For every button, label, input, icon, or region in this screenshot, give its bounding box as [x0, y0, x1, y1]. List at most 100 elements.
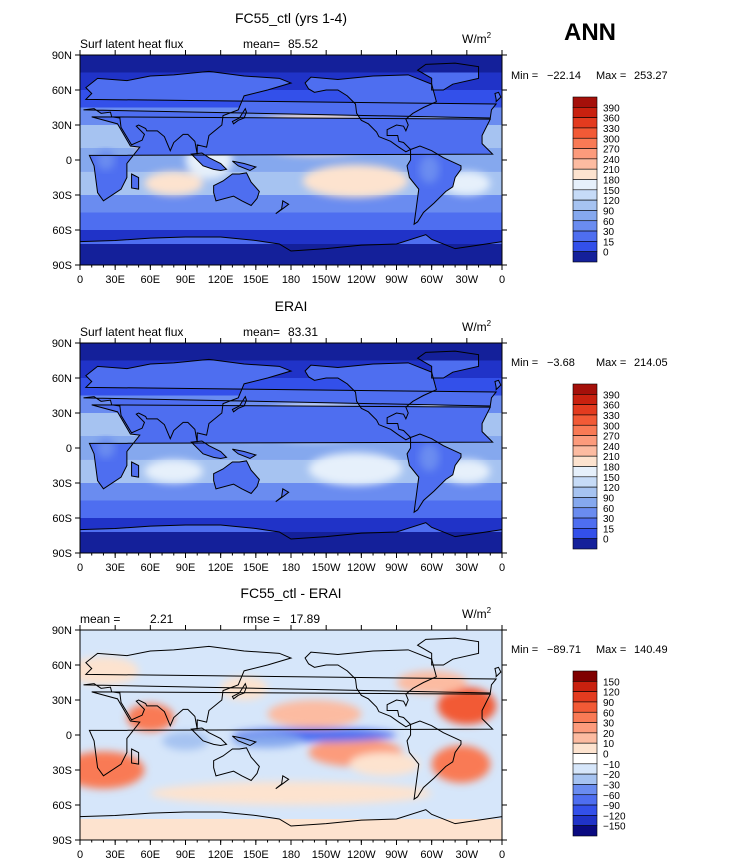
y-tick-label: 0	[66, 155, 72, 167]
coastline	[88, 691, 494, 777]
panel-units-exp: 2	[487, 31, 492, 40]
x-tick-label: 150W	[312, 274, 341, 286]
colorbar-swatch	[572, 107, 598, 118]
x-tick-label: 90E	[176, 849, 196, 861]
diff-blobs	[80, 656, 497, 805]
colorbar-label: −120	[603, 811, 626, 822]
colorbar-swatch	[572, 507, 598, 519]
colorbar-label: 60	[603, 504, 615, 515]
y-tick-label: 90S	[52, 548, 72, 560]
panel-1: FC55_ctl (yrs 1-4) Surf latent heat flux m…	[52, 10, 668, 286]
lat-band	[80, 195, 502, 213]
land-fill	[191, 153, 227, 171]
x-tick-label: 120W	[347, 849, 376, 861]
x-tick-label: 0	[499, 849, 505, 861]
colorbar-label: 0	[603, 535, 609, 546]
colorbar-label: 330	[603, 411, 620, 422]
panel-stat1-label: mean=	[243, 325, 280, 339]
season-label: ANN	[564, 19, 616, 46]
coastline	[190, 727, 228, 747]
min-value: −3.68	[547, 357, 575, 369]
colorbar-label: 120	[603, 483, 620, 494]
panel-units-exp: 2	[487, 606, 492, 615]
colorbar-swatch	[572, 117, 598, 129]
coastline	[83, 358, 498, 443]
x-tick-label: 30E	[105, 562, 125, 574]
panel-left-label: mean =	[80, 612, 120, 626]
max-label: Max =	[596, 644, 626, 656]
coastline	[213, 460, 260, 495]
land-fill	[213, 460, 260, 494]
colorbar-label: 270	[603, 432, 620, 443]
colorbar-label: −150	[603, 822, 626, 833]
min-label: Min =	[511, 357, 538, 369]
x-tick-label: 0	[499, 562, 505, 574]
flux-blob	[302, 164, 409, 198]
panel-stat1-label: mean=	[243, 37, 280, 51]
panel-stat2-label: rmse =	[243, 612, 280, 626]
panel-stat1-value: 83.31	[288, 325, 318, 339]
colorbar-swatch	[572, 701, 598, 713]
x-tick-label: 150E	[243, 849, 269, 861]
flux-blob	[308, 452, 403, 486]
x-tick-label: 150W	[312, 562, 341, 574]
colorbar-swatch	[572, 670, 598, 682]
x-tick-label: 0	[77, 274, 83, 286]
coastline	[80, 809, 502, 840]
x-tick-label: 0	[499, 274, 505, 286]
x-tick-label: 120W	[347, 562, 376, 574]
colorbar-swatch	[572, 241, 598, 252]
coastline	[190, 152, 228, 172]
colorbar-label: 20	[603, 729, 615, 740]
colorbar-label: 180	[603, 463, 620, 474]
colorbar-swatch	[572, 455, 598, 467]
y-tick-label: 90S	[52, 260, 72, 272]
colorbar-label: 270	[603, 145, 620, 156]
coastline	[88, 116, 494, 202]
y-tick-label: 60N	[52, 660, 72, 672]
map-field	[80, 55, 502, 265]
x-tick-label: 30E	[105, 849, 125, 861]
coastline	[131, 748, 140, 765]
y-tick-label: 30N	[52, 408, 72, 420]
colorbar-swatch	[572, 179, 598, 191]
x-tick-label: 150E	[243, 274, 269, 286]
land-fill	[232, 449, 256, 459]
coastline	[406, 720, 462, 801]
pole-band	[80, 532, 502, 553]
x-tick-label: 180	[282, 274, 300, 286]
colorbar-swatch	[572, 517, 598, 529]
coastline	[88, 404, 494, 490]
colorbar-label: 360	[603, 401, 620, 412]
colorbar-label: 210	[603, 452, 620, 463]
coastline	[275, 775, 290, 790]
colorbar-swatch	[572, 137, 598, 149]
land-fill	[131, 462, 139, 478]
lat-band	[80, 483, 502, 501]
colorbar-label: 120	[603, 196, 620, 207]
colorbar-label: 120	[603, 688, 620, 699]
colorbar-label: 240	[603, 442, 620, 453]
y-tick-label: 30N	[52, 695, 72, 707]
y-tick-label: 60S	[52, 513, 72, 525]
min-value: −22.14	[547, 70, 581, 82]
colorbar-label: −20	[603, 770, 620, 781]
colorbar-label: 390	[603, 390, 620, 401]
diff-blob	[80, 751, 145, 789]
coastline	[304, 362, 437, 441]
coastline	[275, 200, 290, 215]
min-label: Min =	[511, 70, 538, 82]
diff-blob	[232, 733, 303, 748]
coastline	[406, 433, 462, 514]
x-tick-label: 180	[282, 849, 300, 861]
colorbar-swatch	[572, 732, 598, 744]
x-tick-label: 30W	[456, 274, 479, 286]
colorbar-swatch	[572, 773, 598, 785]
y-tick-label: 90S	[52, 835, 72, 847]
diff-blob	[150, 781, 432, 805]
coastline	[232, 160, 258, 172]
colorbar-label: 210	[603, 165, 620, 176]
colorbar-swatch	[572, 127, 598, 139]
y-tick-label: 60N	[52, 373, 72, 385]
x-tick-label: 120E	[208, 849, 234, 861]
